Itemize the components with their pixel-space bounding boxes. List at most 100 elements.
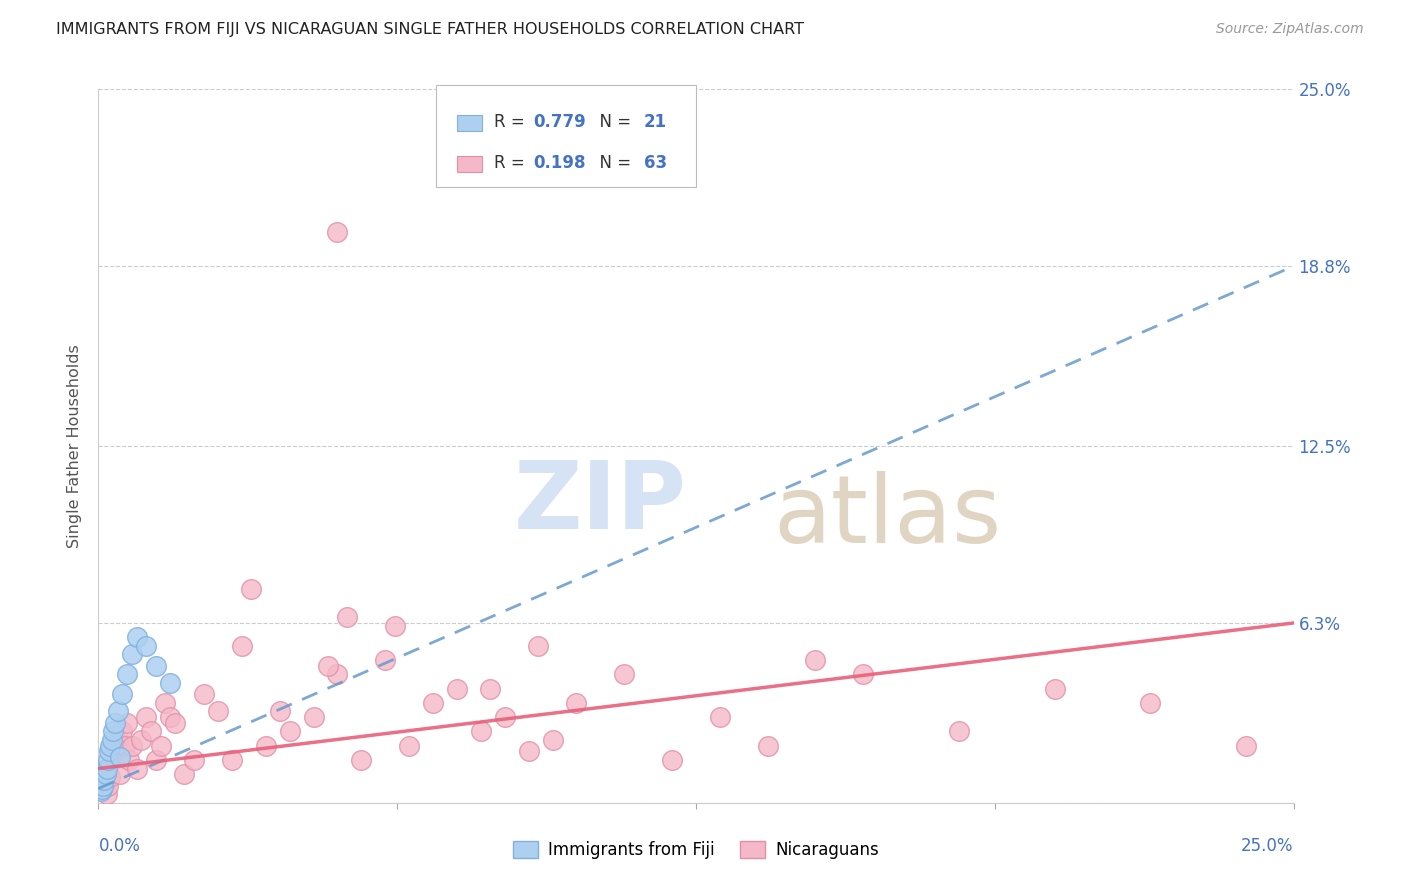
- Point: [107, 733, 129, 747]
- Point: [517, 744, 540, 758]
- Point: [1139, 696, 1161, 710]
- Text: N =: N =: [589, 154, 637, 172]
- Point: [422, 696, 444, 710]
- Point: [135, 639, 157, 653]
- Point: [541, 733, 564, 747]
- Text: 0.779: 0.779: [533, 113, 586, 131]
- Point: [98, 770, 122, 784]
- Point: [316, 658, 339, 673]
- Point: [104, 715, 127, 730]
- Point: [115, 715, 138, 730]
- Text: R =: R =: [494, 154, 530, 172]
- Point: [302, 710, 325, 724]
- Point: [221, 753, 243, 767]
- Point: [121, 648, 143, 662]
- Text: 21: 21: [644, 113, 666, 131]
- Point: [96, 787, 118, 801]
- Text: atlas: atlas: [773, 471, 1001, 564]
- Point: [163, 715, 186, 730]
- Point: [93, 772, 115, 787]
- Point: [398, 739, 420, 753]
- Point: [231, 639, 253, 653]
- Point: [97, 779, 120, 793]
- Text: 0.198: 0.198: [533, 154, 585, 172]
- Point: [101, 724, 124, 739]
- Point: [94, 767, 117, 781]
- Point: [709, 710, 731, 724]
- Point: [104, 744, 127, 758]
- Point: [125, 762, 148, 776]
- Point: [155, 696, 177, 710]
- Point: [107, 705, 129, 719]
- Point: [159, 676, 181, 690]
- Y-axis label: Single Father Households: Single Father Households: [67, 344, 83, 548]
- Point: [159, 710, 181, 724]
- Point: [527, 639, 550, 653]
- Point: [111, 724, 134, 739]
- Text: 25.0%: 25.0%: [1241, 837, 1294, 855]
- Point: [91, 776, 114, 790]
- Text: ZIP: ZIP: [515, 457, 686, 549]
- Point: [91, 779, 114, 793]
- Point: [93, 767, 115, 781]
- Point: [479, 681, 502, 696]
- Point: [90, 784, 112, 798]
- Point: [446, 681, 468, 696]
- Point: [98, 739, 122, 753]
- Point: [108, 750, 131, 764]
- Point: [494, 710, 516, 724]
- Point: [108, 767, 131, 781]
- Point: [118, 753, 141, 767]
- Point: [97, 753, 120, 767]
- Text: IMMIGRANTS FROM FIJI VS NICARAGUAN SINGLE FATHER HOUSEHOLDS CORRELATION CHART: IMMIGRANTS FROM FIJI VS NICARAGUAN SINGL…: [56, 22, 804, 37]
- Point: [149, 739, 172, 753]
- Point: [326, 667, 349, 681]
- Text: 0.0%: 0.0%: [98, 837, 141, 855]
- Point: [90, 772, 112, 787]
- Point: [121, 739, 143, 753]
- Point: [101, 753, 124, 767]
- Text: N =: N =: [589, 113, 637, 131]
- Point: [101, 733, 124, 747]
- Point: [145, 753, 167, 767]
- Point: [948, 724, 970, 739]
- Point: [183, 753, 205, 767]
- Point: [115, 667, 138, 681]
- Point: [145, 658, 167, 673]
- Point: [350, 753, 373, 767]
- Point: [661, 753, 683, 767]
- Point: [852, 667, 875, 681]
- Point: [269, 705, 291, 719]
- Point: [1234, 739, 1257, 753]
- Point: [91, 781, 114, 796]
- Point: [240, 582, 263, 596]
- Point: [91, 781, 114, 796]
- Point: [139, 724, 162, 739]
- Point: [97, 744, 120, 758]
- Point: [336, 610, 359, 624]
- Text: 63: 63: [644, 154, 666, 172]
- Point: [470, 724, 492, 739]
- Point: [96, 762, 118, 776]
- Point: [135, 710, 157, 724]
- Point: [254, 739, 277, 753]
- Point: [1043, 681, 1066, 696]
- Point: [94, 762, 117, 776]
- Point: [125, 630, 148, 644]
- Point: [131, 733, 153, 747]
- Point: [565, 696, 588, 710]
- Point: [193, 687, 215, 701]
- Point: [111, 687, 134, 701]
- Point: [613, 667, 636, 681]
- Point: [384, 619, 406, 633]
- Point: [326, 225, 349, 239]
- Text: Source: ZipAtlas.com: Source: ZipAtlas.com: [1216, 22, 1364, 37]
- Legend: Immigrants from Fiji, Nicaraguans: Immigrants from Fiji, Nicaraguans: [506, 834, 886, 866]
- Point: [374, 653, 396, 667]
- Point: [173, 767, 195, 781]
- Point: [207, 705, 229, 719]
- Point: [804, 653, 827, 667]
- Point: [278, 724, 301, 739]
- Point: [756, 739, 779, 753]
- Point: [114, 739, 136, 753]
